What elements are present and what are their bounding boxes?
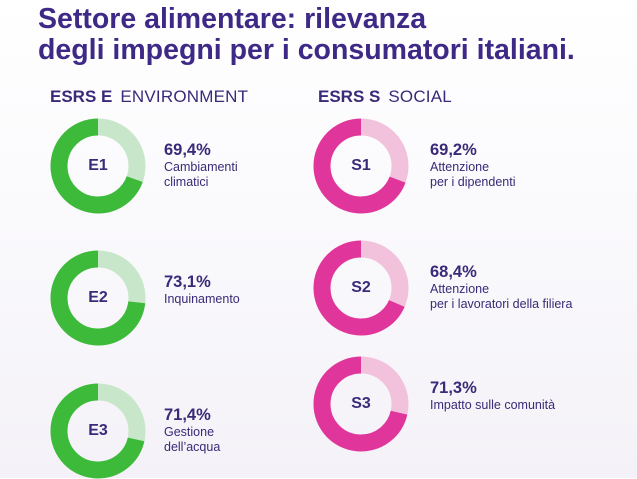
stat-s1: 69,2% Attenzione per i dipendenti <box>430 140 515 190</box>
section-header-social: ESRS S SOCIAL <box>318 87 452 107</box>
title-line-2: degli impegni per i consumatori italiani… <box>38 34 575 66</box>
percent-label-e3: 71,4% <box>164 406 211 424</box>
category-label-e2: Inquinamento <box>164 292 240 307</box>
donut-code-s3: S3 <box>351 395 371 412</box>
donut-svg-e1 <box>50 118 146 214</box>
title-line-1: Settore alimentare: rilevanza <box>38 3 427 35</box>
stat-e1: 69,4% Cambiamenti climatici <box>164 140 238 190</box>
category-label-s1: Attenzione per i dipendenti <box>430 160 515 190</box>
section-name-social: SOCIAL <box>388 87 452 106</box>
donut-svg-s2 <box>313 240 409 336</box>
percent-label-e2: 73,1% <box>164 273 211 291</box>
stat-s2: 68,4% Attenzione per i lavoratori della fi… <box>430 262 572 312</box>
percent-label-s1: 69,2% <box>430 141 477 159</box>
donut-code-e2: E2 <box>88 289 108 306</box>
percent-label-s2: 68,4% <box>430 263 477 281</box>
donut-arc-e3 <box>50 383 146 479</box>
section-code-social: ESRS S <box>318 87 381 106</box>
donut-code-e1: E1 <box>88 157 108 174</box>
category-label-line: Attenzione <box>430 160 490 174</box>
category-label-line: Inquinamento <box>164 292 240 306</box>
donut-s2: S2 <box>313 240 409 336</box>
donut-svg-e2 <box>50 250 146 346</box>
donut-s3: S3 <box>313 356 409 452</box>
category-label-line: Impatto sulle comunità <box>430 398 556 412</box>
stat-e2: 73,1% Inquinamento <box>164 272 240 307</box>
section-name-environment: ENVIRONMENT <box>120 87 249 106</box>
donut-e1: E1 <box>50 118 146 214</box>
stat-e3: 71,4% Gestione dell’acqua <box>164 405 220 455</box>
category-label-e1: Cambiamenti climatici <box>164 160 238 190</box>
donut-code-s1: S1 <box>351 157 371 174</box>
donut-arc-s2 <box>313 240 409 336</box>
page-title: Settore alimentare: rilevanza degli impe… <box>38 4 575 66</box>
donut-e2: E2 <box>50 250 146 346</box>
section-header-environment: ESRS E ENVIRONMENT <box>50 87 248 107</box>
category-label-e3: Gestione dell’acqua <box>164 425 220 455</box>
percent-label-e1: 69,4% <box>164 141 211 159</box>
stat-s3: 71,3% Impatto sulle comunità <box>430 378 555 413</box>
donut-svg-s3 <box>313 356 409 452</box>
donut-code-e3: E3 <box>88 422 108 439</box>
category-label-line: per i lavoratori della filiera <box>430 297 573 311</box>
category-label-s2: Attenzione per i lavoratori della filiera <box>430 282 572 312</box>
category-label-line: Gestione <box>164 425 215 439</box>
section-code-environment: ESRS E <box>50 87 113 106</box>
donut-arc-s1 <box>313 118 409 214</box>
donut-s1: S1 <box>313 118 409 214</box>
category-label-line: climatici <box>164 175 209 189</box>
donut-arc-e1 <box>50 118 146 214</box>
percent-label-s3: 71,3% <box>430 379 477 397</box>
donut-code-s2: S2 <box>351 279 371 296</box>
category-label-line: Attenzione <box>430 282 490 296</box>
donut-svg-e3 <box>50 383 146 479</box>
donut-e3: E3 <box>50 383 146 479</box>
category-label-line: per i dipendenti <box>430 175 516 189</box>
donut-arc-s3 <box>313 356 409 452</box>
category-label-line: Cambiamenti <box>164 160 238 174</box>
category-label-line: dell’acqua <box>164 440 221 454</box>
category-label-s3: Impatto sulle comunità <box>430 398 555 413</box>
donut-svg-s1 <box>313 118 409 214</box>
donut-arc-e2 <box>50 250 146 346</box>
